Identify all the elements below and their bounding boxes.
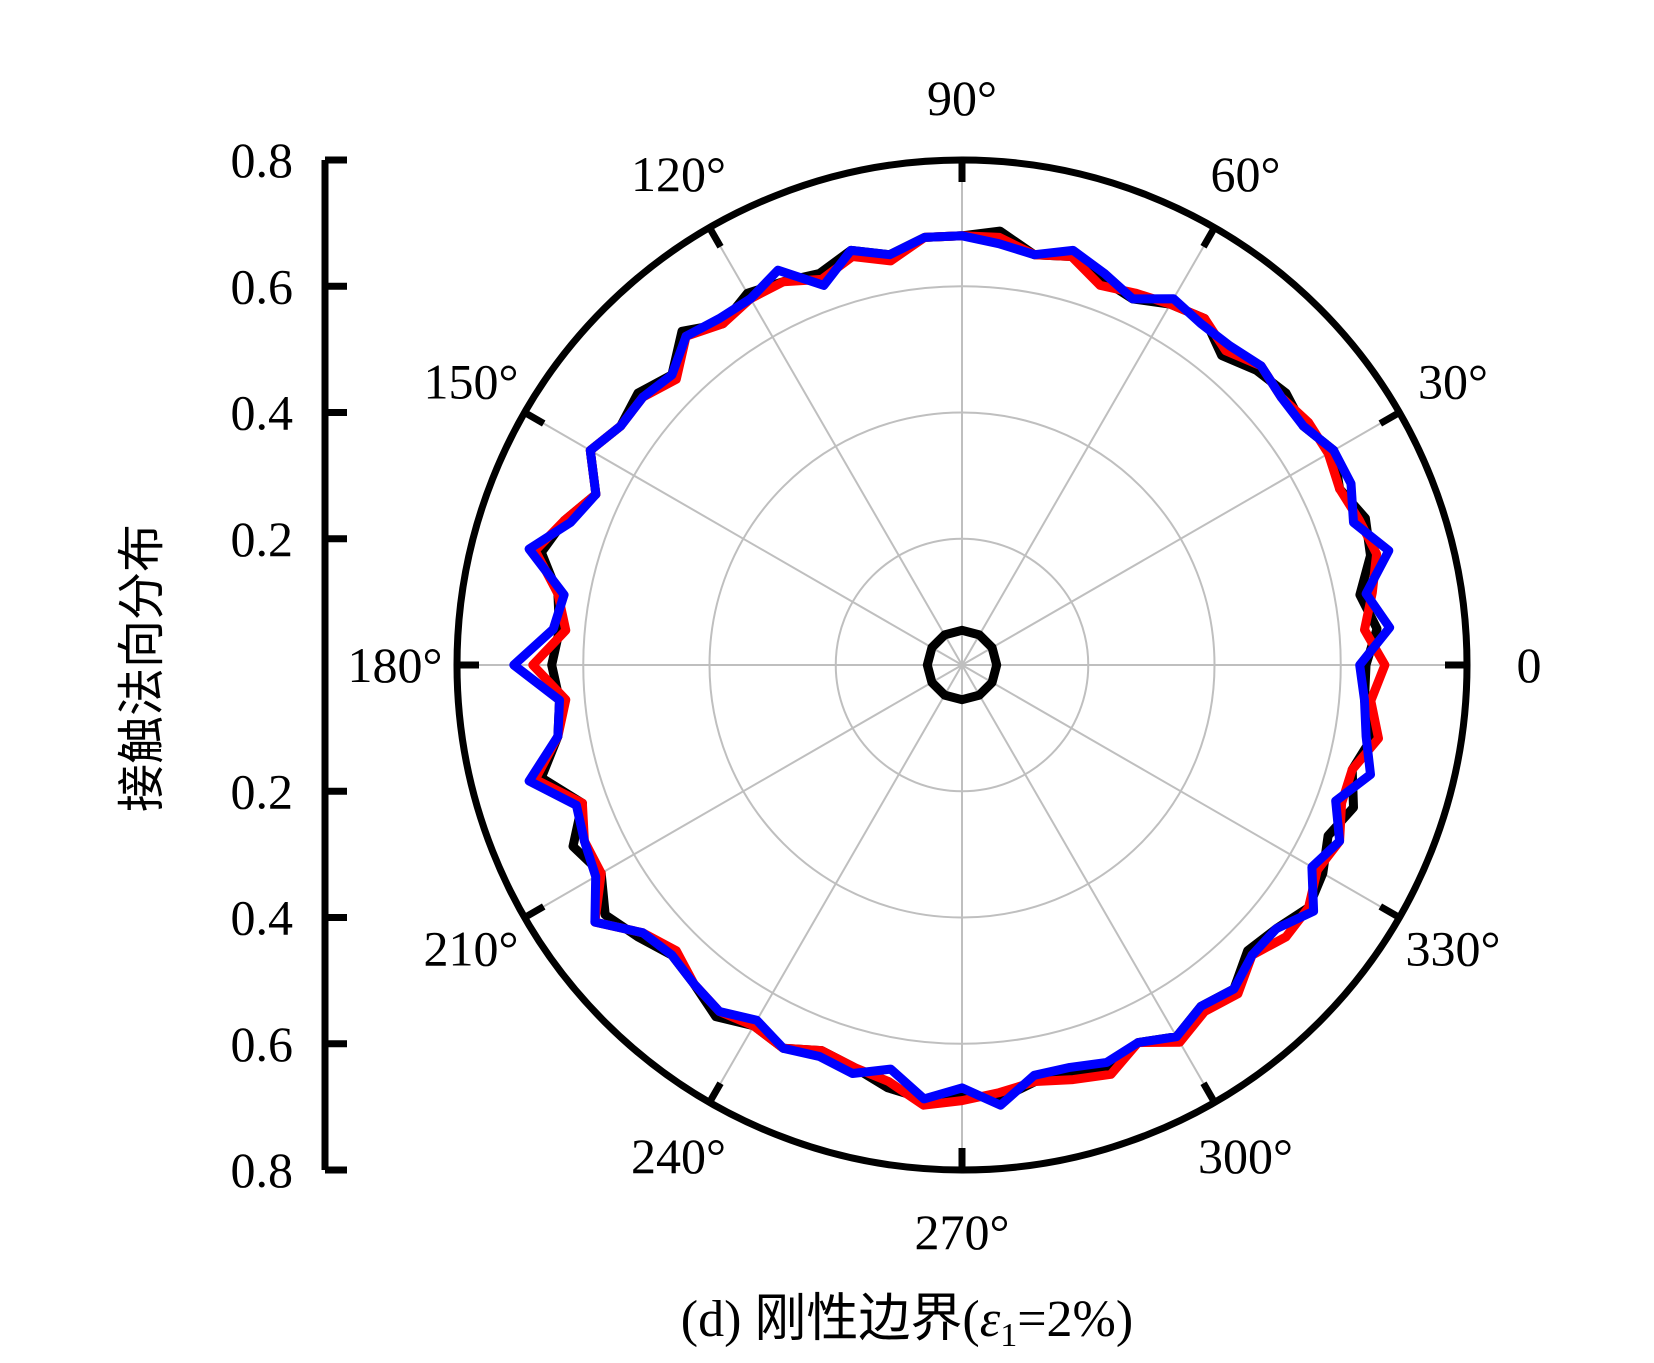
series-line-2 xyxy=(509,231,1395,1110)
series-line-3 xyxy=(922,625,1002,705)
angle-labels: 0 30° 60° 90° 120° 150° 180° 210° 240° 270° 300° 33… xyxy=(348,70,1542,1260)
frame-tick-210 xyxy=(522,903,546,921)
angle-label-180: 180° xyxy=(348,637,443,693)
radial-tick-label-upper-2: 0.4 xyxy=(231,385,294,441)
caption-prefix: (d) 刚性边界( xyxy=(681,1291,980,1348)
chart-caption: (d) 刚性边界(ε1=2%) xyxy=(681,1291,1133,1354)
radial-tick-label-lower-1: 0.4 xyxy=(231,890,294,946)
angle-label-240: 240° xyxy=(631,1128,726,1184)
angle-label-270: 270° xyxy=(915,1204,1010,1260)
grid-spoke-210 xyxy=(524,664,963,919)
angle-label-30: 30° xyxy=(1418,354,1488,410)
frame-tick-150 xyxy=(522,409,546,427)
frame-tick-120 xyxy=(706,225,724,249)
frame-tick-240 xyxy=(706,1081,724,1105)
caption-subscript: 1 xyxy=(1000,1317,1017,1354)
angle-label-120: 120° xyxy=(631,146,726,202)
grid-spoke-240 xyxy=(708,664,963,1103)
radial-tick-label-lower-2: 0.6 xyxy=(231,1016,294,1072)
grid-spoke-150 xyxy=(524,411,963,666)
grid-spoke-60 xyxy=(961,227,1216,666)
frame-tick-330 xyxy=(1378,903,1402,921)
caption-suffix: =2%) xyxy=(1017,1291,1133,1348)
angle-label-60: 60° xyxy=(1211,146,1281,202)
angle-label-210: 210° xyxy=(424,921,519,977)
series-line-1 xyxy=(528,231,1390,1110)
caption-symbol: ε xyxy=(980,1291,1001,1348)
grid-spoke-330 xyxy=(961,664,1400,919)
frame-tick-300 xyxy=(1200,1081,1218,1105)
radial-tick-label-upper-1: 0.6 xyxy=(231,258,294,314)
angle-label-150: 150° xyxy=(424,354,519,410)
angle-label-300: 300° xyxy=(1198,1128,1293,1184)
radial-tick-label-upper-0: 0.8 xyxy=(231,132,294,188)
radial-tick-label-lower-0: 0.2 xyxy=(231,763,294,819)
angle-label-330: 330° xyxy=(1406,921,1501,977)
angle-label-0: 0 xyxy=(1517,637,1542,693)
frame-tick-30 xyxy=(1378,409,1402,427)
angle-label-90: 90° xyxy=(927,70,997,126)
radial-axis: 0.8 0.6 0.4 0.2 0.2 0.4 0.6 0.8 xyxy=(231,132,347,1198)
y-axis-label: 接触法向分布 xyxy=(114,524,170,812)
grid-layer xyxy=(457,160,1467,1170)
grid-spoke-300 xyxy=(961,664,1216,1103)
radial-tick-label-lower-3: 0.8 xyxy=(231,1142,294,1198)
series-layer xyxy=(509,226,1395,1110)
frame-tick-60 xyxy=(1200,225,1218,249)
radial-tick-label-upper-3: 0.2 xyxy=(231,511,294,567)
frame-layer xyxy=(453,156,1471,1174)
